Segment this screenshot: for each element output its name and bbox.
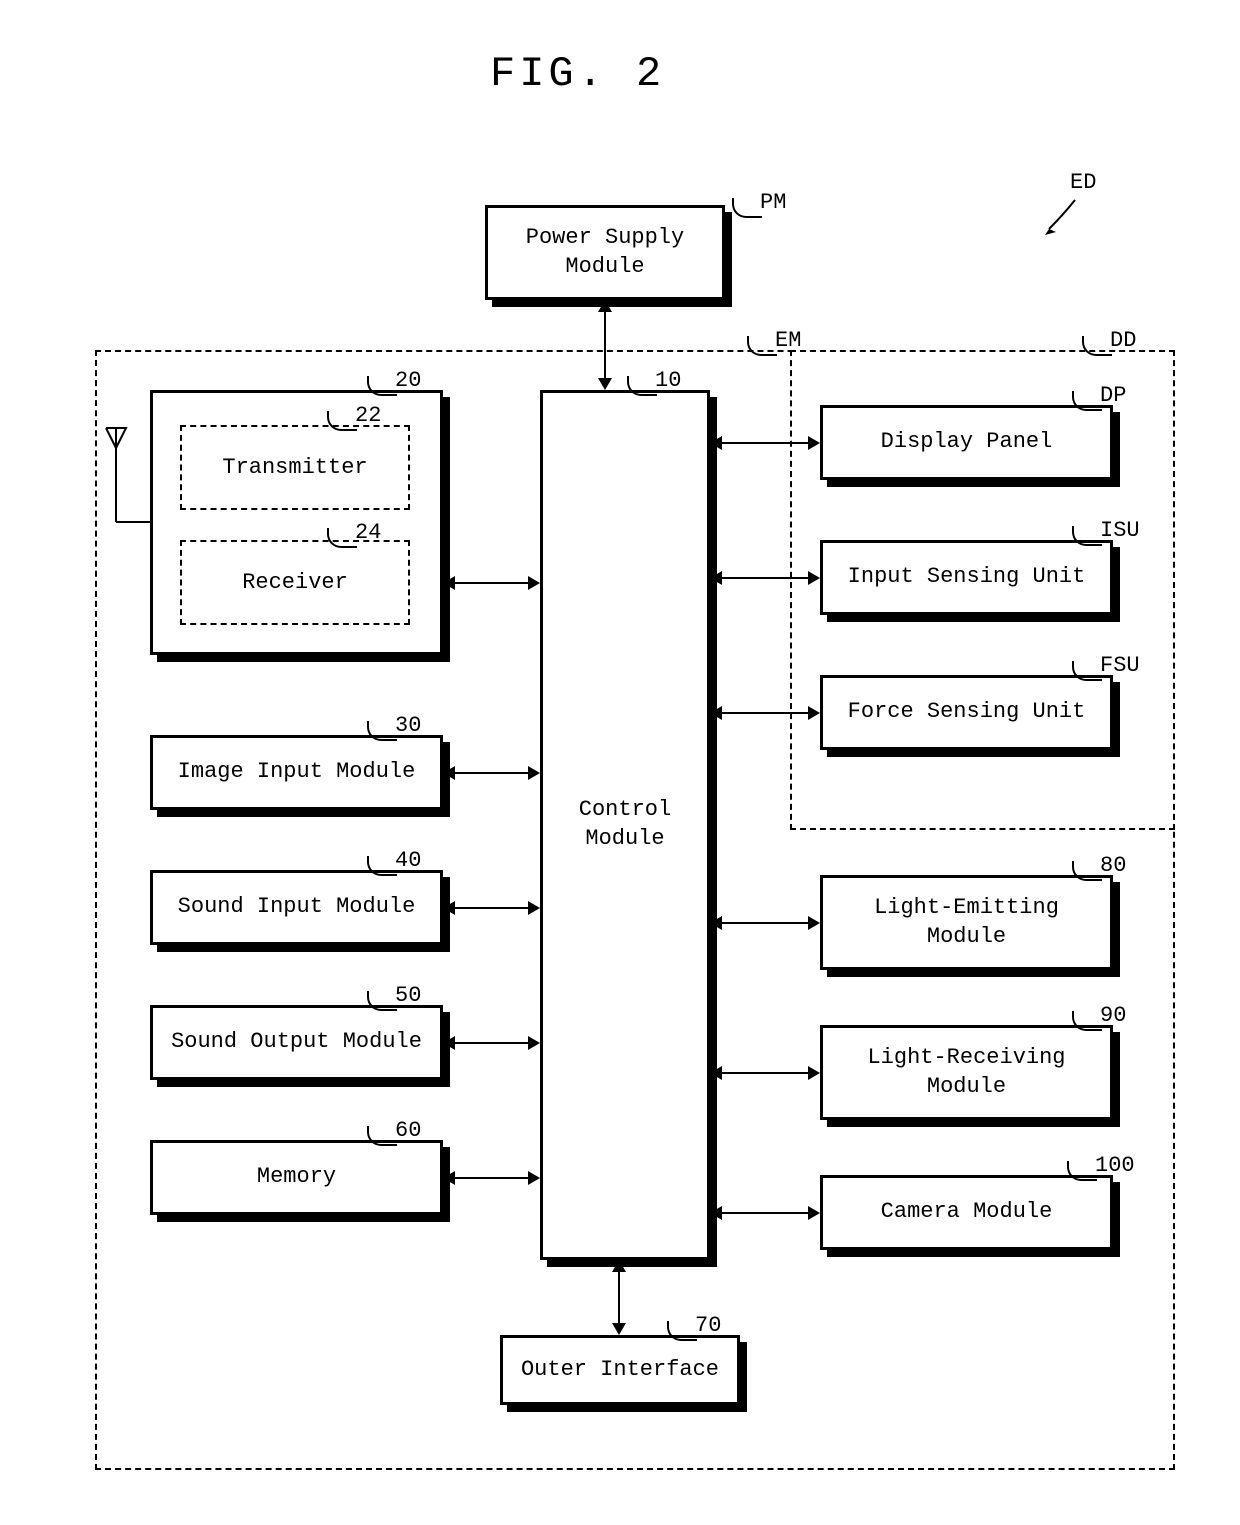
sound-input-block: Sound Input Module <box>150 870 443 945</box>
arrow-head-icon <box>808 916 820 930</box>
arrow-head-icon <box>528 576 540 590</box>
connector <box>722 577 808 579</box>
leader-40 <box>367 856 397 876</box>
ref-label-70: 70 <box>695 1313 721 1338</box>
power-supply-block: Power Supply Module <box>485 205 725 300</box>
camera-block: Camera Module <box>820 1175 1113 1250</box>
sound-output-block: Sound Output Module <box>150 1005 443 1080</box>
arrow-head-icon <box>443 1171 455 1185</box>
arrow-head-icon <box>598 378 612 390</box>
arrow-head-icon <box>808 436 820 450</box>
ed-arrow-icon <box>1035 195 1085 240</box>
arrow-head-icon <box>443 901 455 915</box>
arrow-head-icon <box>528 1036 540 1050</box>
transmitter-block: Transmitter <box>180 425 410 510</box>
light-emitting-block: Light-Emitting Module <box>820 875 1113 970</box>
leader-20 <box>367 376 397 396</box>
arrow-head-icon <box>710 1206 722 1220</box>
leader-em <box>747 336 777 356</box>
leader-30 <box>367 721 397 741</box>
leader-fsu <box>1072 661 1102 681</box>
connector <box>722 442 808 444</box>
ref-label-dd: DD <box>1110 328 1136 353</box>
memory-block: Memory <box>150 1140 443 1215</box>
connector <box>455 772 528 774</box>
arrow-head-icon <box>710 916 722 930</box>
ref-label-ed: ED <box>1070 170 1096 195</box>
arrow-head-icon <box>528 901 540 915</box>
connector <box>722 922 808 924</box>
arrow-head-icon <box>710 706 722 720</box>
arrow-head-icon <box>443 766 455 780</box>
ref-label-dp: DP <box>1100 383 1126 408</box>
arrow-head-icon <box>612 1323 626 1335</box>
figure-title: FIG. 2 <box>490 50 665 98</box>
connector <box>455 907 528 909</box>
arrow-head-icon <box>528 766 540 780</box>
ref-label-80: 80 <box>1100 853 1126 878</box>
leader-100 <box>1067 1161 1097 1181</box>
connector <box>618 1272 620 1323</box>
input-sensing-block: Input Sensing Unit <box>820 540 1113 615</box>
leader-90 <box>1072 1011 1102 1031</box>
leader-22 <box>327 411 357 431</box>
connector <box>455 1177 528 1179</box>
ref-label-30: 30 <box>395 713 421 738</box>
ref-label-60: 60 <box>395 1118 421 1143</box>
ref-label-90: 90 <box>1100 1003 1126 1028</box>
leader-dd <box>1082 336 1112 356</box>
arrow-head-icon <box>808 706 820 720</box>
diagram-canvas: FIG. 2 ED EM DD Power Supply Module PM C… <box>0 0 1240 1525</box>
antenna-icon <box>104 420 154 570</box>
control-module-block: Control Module <box>540 390 710 1260</box>
ref-label-20: 20 <box>395 368 421 393</box>
arrow-head-icon <box>443 1036 455 1050</box>
leader-24 <box>327 528 357 548</box>
image-input-block: Image Input Module <box>150 735 443 810</box>
ref-label-10: 10 <box>655 368 681 393</box>
arrow-head-icon <box>443 576 455 590</box>
force-sensing-block: Force Sensing Unit <box>820 675 1113 750</box>
leader-70 <box>667 1321 697 1341</box>
connector <box>722 712 808 714</box>
outer-interface-block: Outer Interface <box>500 1335 740 1405</box>
arrow-head-icon <box>598 300 612 312</box>
ref-label-fsu: FSU <box>1100 653 1140 678</box>
arrow-head-icon <box>710 571 722 585</box>
receiver-block: Receiver <box>180 540 410 625</box>
connector <box>604 312 606 378</box>
leader-pm <box>732 198 762 218</box>
arrow-head-icon <box>710 1066 722 1080</box>
display-panel-block: Display Panel <box>820 405 1113 480</box>
connector <box>455 582 528 584</box>
leader-50 <box>367 991 397 1011</box>
ref-label-isu: ISU <box>1100 518 1140 543</box>
leader-10 <box>627 376 657 396</box>
leader-dp <box>1072 391 1102 411</box>
ref-label-50: 50 <box>395 983 421 1008</box>
connector <box>722 1072 808 1074</box>
ref-label-24: 24 <box>355 520 381 545</box>
arrow-head-icon <box>808 1206 820 1220</box>
arrow-head-icon <box>528 1171 540 1185</box>
ref-label-pm: PM <box>760 190 786 215</box>
arrow-head-icon <box>808 571 820 585</box>
leader-60 <box>367 1126 397 1146</box>
ref-label-100: 100 <box>1095 1153 1135 1178</box>
connector <box>722 1212 808 1214</box>
leader-80 <box>1072 861 1102 881</box>
ref-label-22: 22 <box>355 403 381 428</box>
leader-isu <box>1072 526 1102 546</box>
connector <box>455 1042 528 1044</box>
light-receiving-block: Light-Receiving Module <box>820 1025 1113 1120</box>
arrow-head-icon <box>612 1260 626 1272</box>
arrow-head-icon <box>808 1066 820 1080</box>
ref-label-40: 40 <box>395 848 421 873</box>
arrow-head-icon <box>710 436 722 450</box>
